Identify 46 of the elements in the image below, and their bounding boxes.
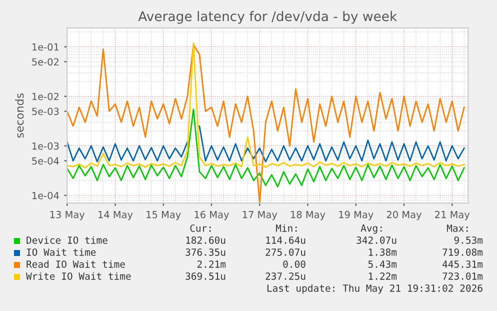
text: 1.22m: [368, 272, 397, 280]
y-tick-label: 5e-02: [32, 58, 58, 66]
text: 342.07u: [356, 236, 396, 244]
text: 0.00: [283, 260, 306, 268]
x-tick-label: 16 May: [194, 210, 229, 220]
text: 9.53m: [454, 236, 483, 244]
text: 723.01m: [442, 272, 483, 280]
text: 369.51u: [186, 272, 226, 280]
x-tick-label: 13 May: [50, 210, 85, 220]
legend-label: IO Wait time: [26, 248, 96, 256]
text: 445.31m: [442, 260, 483, 268]
text: Cur:: [190, 224, 211, 232]
text: 5.43m: [368, 260, 397, 268]
y-tick-label: 5e-04: [32, 157, 59, 165]
y-tick-label: 1e-04: [32, 192, 59, 200]
x-tick-label: 15 May: [146, 211, 181, 220]
text: 182.60u: [186, 236, 226, 244]
line-series: [67, 108, 465, 188]
x-tick-label: 14 May: [98, 211, 133, 220]
x-tick-label: 20 May: [386, 210, 422, 220]
legend-label: Device IO time: [26, 236, 108, 244]
text: 2.21m: [197, 260, 226, 268]
text: Min:: [276, 224, 297, 232]
text: Avg:: [360, 224, 382, 234]
text: 237.25u: [266, 272, 306, 280]
y-tick-label: 1e-02: [32, 92, 58, 100]
line-series: [67, 42, 465, 169]
text: Max:: [446, 224, 468, 232]
x-tick-label: 17 May: [242, 211, 278, 220]
text: 376.35u: [186, 248, 226, 256]
text: 275.07u: [266, 248, 306, 256]
text: 114.64u: [266, 236, 306, 244]
y-tick-label: 1e-01: [32, 43, 59, 51]
y-tick-label: 5e-03: [32, 108, 59, 116]
y-axis-title: seconds: [15, 93, 24, 138]
chart-title: Average latency for /dev/vda - by week: [138, 11, 398, 24]
x-tick-label: 21 May: [435, 210, 470, 220]
x-tick-label: 19 May: [339, 210, 374, 220]
legend-label: Read IO Wait time: [26, 260, 125, 268]
y-tick-label: 1e-03: [32, 142, 59, 150]
x-tick-label: 18 May: [291, 210, 326, 220]
text: Last update: Thu May 21 19:31:02 2026: [267, 284, 482, 294]
legend-label: Write IO Wait time: [26, 272, 131, 280]
text: 719.08m: [442, 248, 483, 256]
text: 1.38m: [368, 248, 397, 256]
line-series: [67, 44, 465, 204]
